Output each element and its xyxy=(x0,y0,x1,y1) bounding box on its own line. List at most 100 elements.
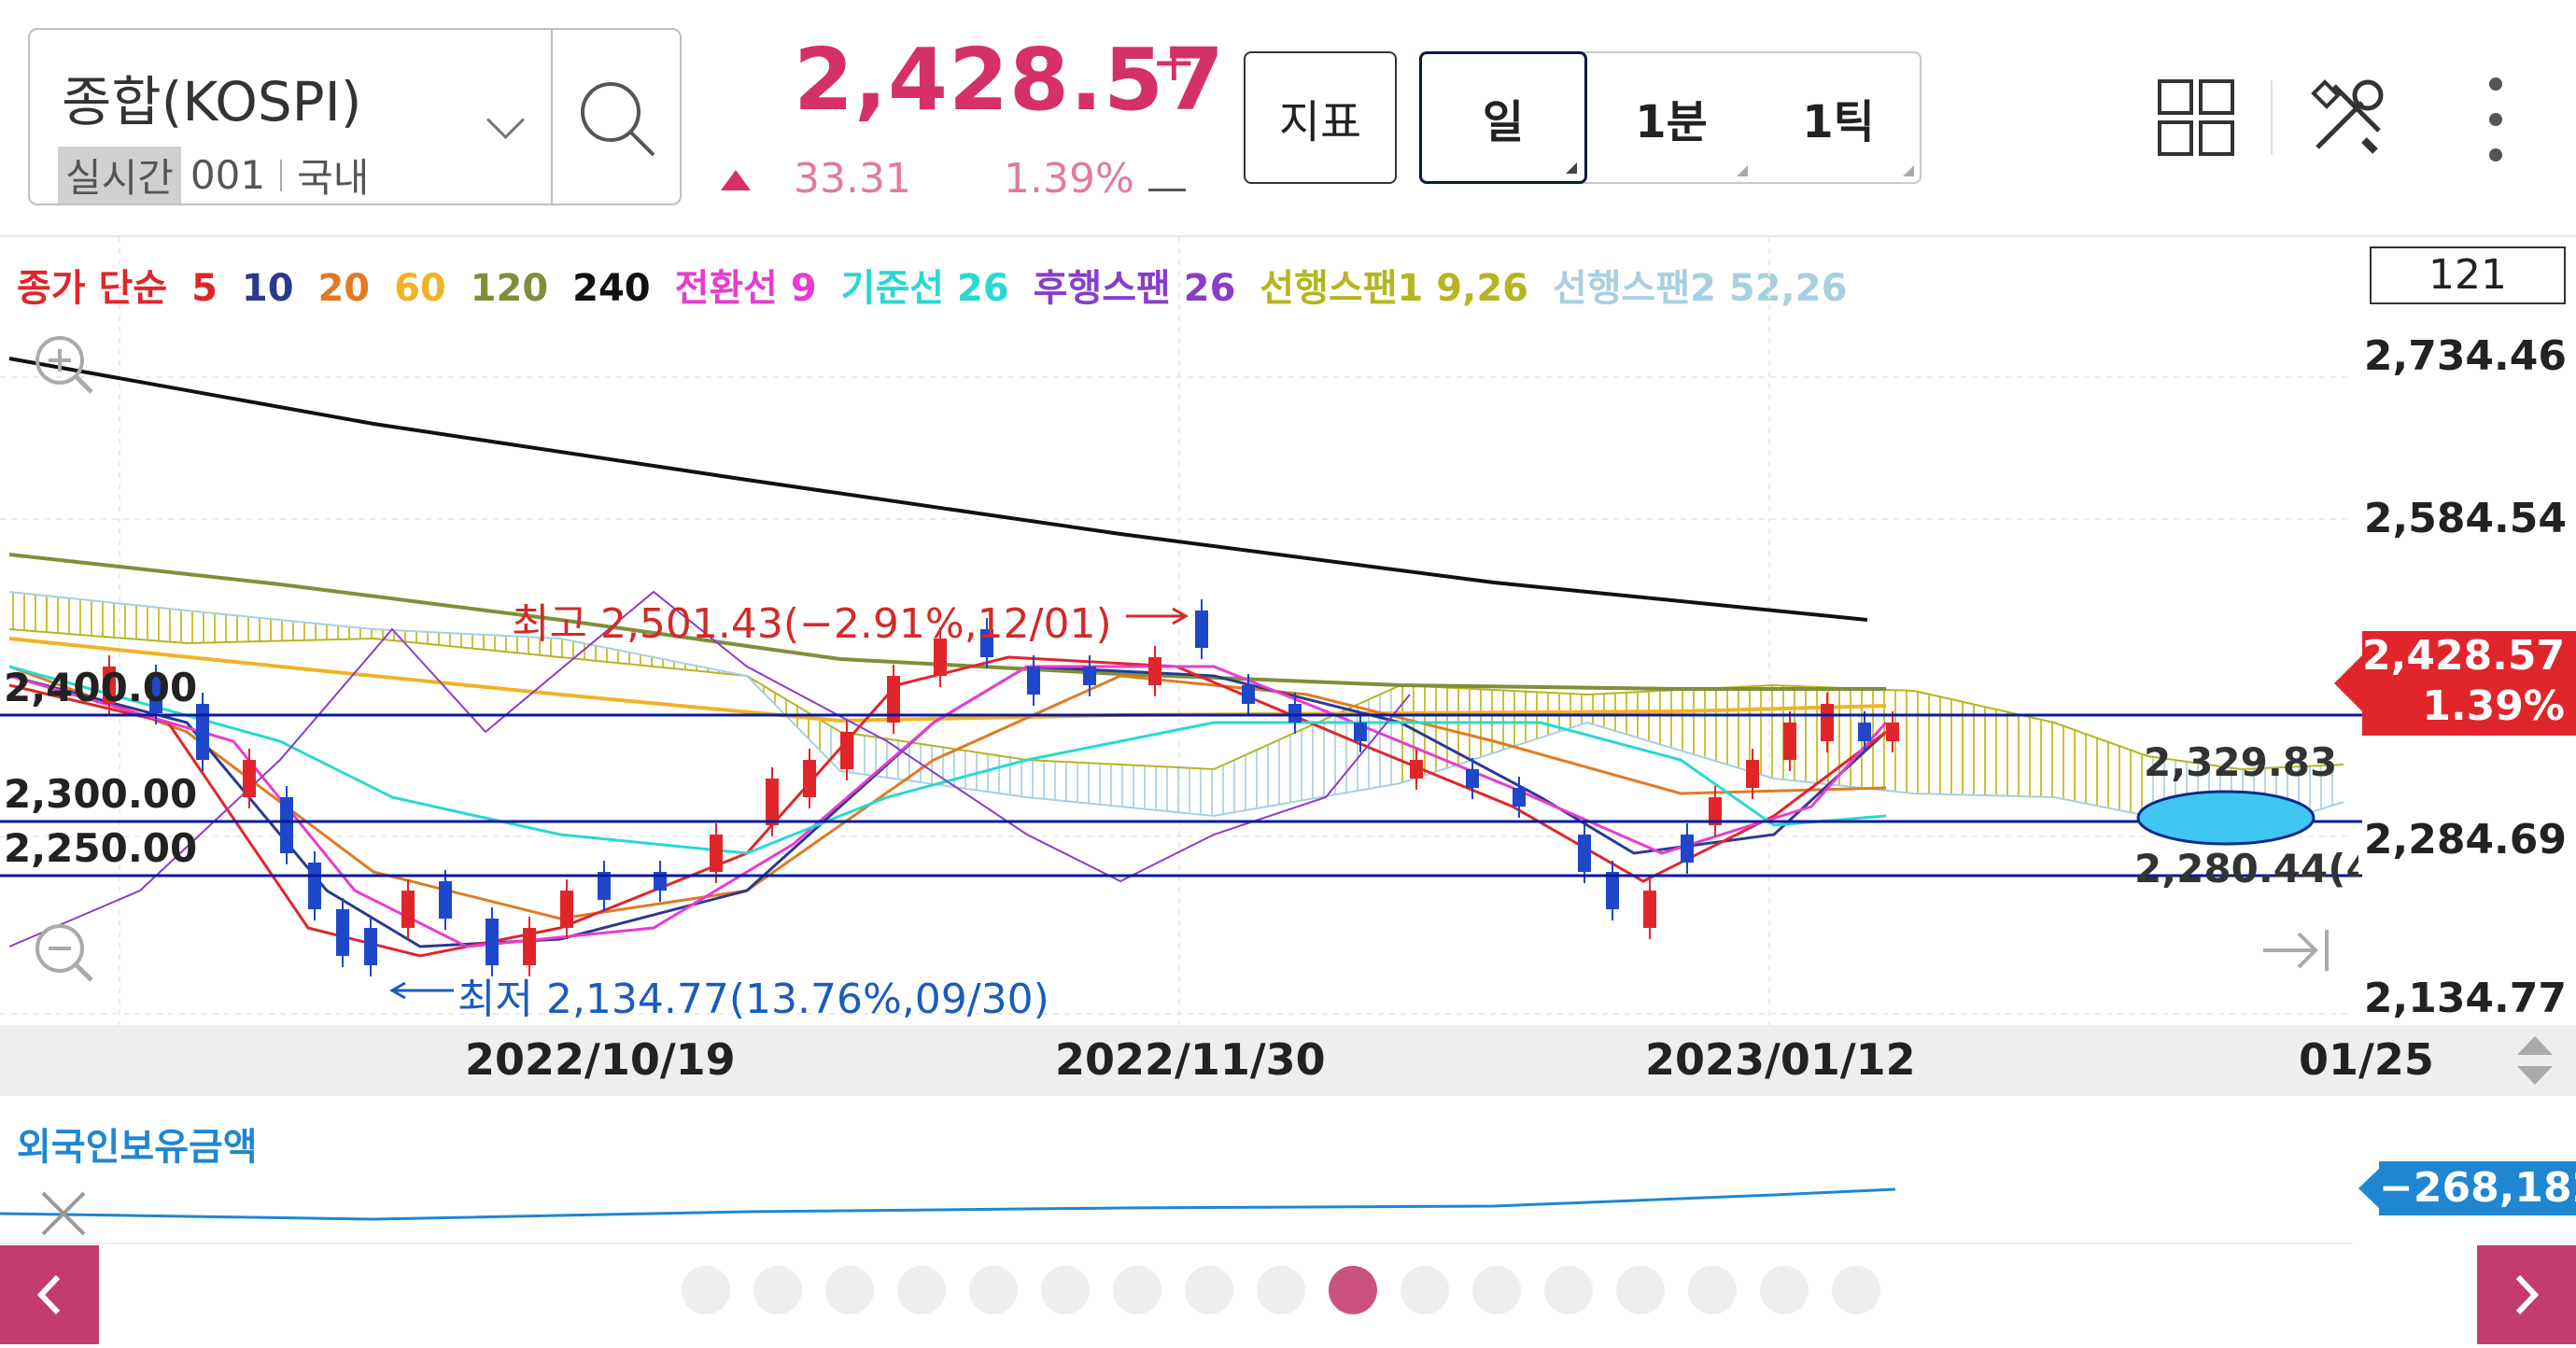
symbol-code: 001 xyxy=(190,152,266,198)
period-1tick-button[interactable]: 1틱 xyxy=(1755,51,1921,184)
page-indicator[interactable] xyxy=(682,1266,1880,1314)
period-1min-button[interactable]: 1분 xyxy=(1587,51,1755,184)
subchart[interactable] xyxy=(0,1158,2576,1245)
search-icon[interactable] xyxy=(553,30,683,204)
candle-body xyxy=(560,891,573,928)
x-axis-label: 2023/01/12 xyxy=(1645,1034,1916,1085)
page-dot[interactable] xyxy=(1760,1266,1809,1314)
close-icon[interactable] xyxy=(41,1191,86,1236)
candle-body xyxy=(980,629,993,657)
candle-body xyxy=(280,797,293,853)
prev-button[interactable] xyxy=(0,1245,99,1344)
legend-ma240: 240 xyxy=(572,267,651,310)
page-dot[interactable] xyxy=(682,1266,730,1314)
period-day-label: 일 xyxy=(1482,96,1525,148)
y-axis-label: 2,134.77 xyxy=(2363,975,2567,1022)
x-axis-label: 01/25 xyxy=(2299,1034,2434,1085)
candle-body xyxy=(766,779,779,825)
symbol-selector[interactable]: 종합(KOSPI) 실시간 001 국내 xyxy=(28,28,682,205)
candle-body xyxy=(887,676,900,723)
candle-body xyxy=(1606,872,1619,909)
price-chart[interactable] xyxy=(0,237,2576,1025)
candle-body xyxy=(401,891,415,928)
chevron-right-icon[interactable] xyxy=(2477,1245,2576,1344)
layout-grid-icon[interactable] xyxy=(2157,78,2235,157)
search-button[interactable] xyxy=(551,30,683,204)
more-vertical-icon[interactable] xyxy=(2482,75,2510,164)
page-dot[interactable] xyxy=(1472,1266,1521,1314)
page-dot[interactable] xyxy=(1832,1266,1880,1314)
page-dot[interactable] xyxy=(1544,1266,1593,1314)
next-button[interactable] xyxy=(2477,1245,2576,1344)
candle-body xyxy=(1288,704,1302,723)
candle-body xyxy=(1858,723,1871,741)
candle-body xyxy=(1513,788,1526,807)
indicator-legend[interactable]: 종가 단순 5 10 20 60 120 240 전환선 9 기준선 26 후행… xyxy=(17,258,1858,312)
period-1min-label: 1분 xyxy=(1635,96,1708,148)
candle-body xyxy=(1083,667,1096,685)
realtime-badge: 실시간 xyxy=(58,147,181,204)
candle-body xyxy=(1578,835,1591,872)
conversion-line xyxy=(8,665,1888,948)
leading-span2-line xyxy=(8,591,2344,836)
candle-body xyxy=(1027,667,1040,695)
view-count-box[interactable]: 121 xyxy=(2370,246,2566,304)
cloud-label-bottom: 2,280.44(49 xyxy=(2134,846,2358,892)
page-dot[interactable] xyxy=(1113,1266,1161,1314)
corner-triangle-icon xyxy=(1566,162,1577,174)
chevron-down-icon[interactable] xyxy=(486,100,526,140)
ma240-line xyxy=(8,357,1868,622)
zoom-in-icon[interactable] xyxy=(35,336,93,394)
page-dot[interactable] xyxy=(969,1266,1018,1314)
y-axis-label: 2,584.54 xyxy=(2363,495,2567,542)
high-annotation: 최고 2,501.43(−2.91%,12/01) xyxy=(512,600,1112,648)
tools-icon[interactable] xyxy=(2306,75,2390,159)
page-dot[interactable] xyxy=(1329,1266,1377,1314)
page-dot[interactable] xyxy=(1257,1266,1305,1314)
page-dot[interactable] xyxy=(1688,1266,1737,1314)
price-tag-value: 2,428.57 xyxy=(2362,632,2566,680)
legend-ma120: 120 xyxy=(470,267,549,310)
x-axis-label: 2022/10/19 xyxy=(465,1034,736,1085)
cloud-label-top: 2,329.83 xyxy=(2144,739,2338,785)
ma120-line xyxy=(8,553,1886,691)
page-dot[interactable] xyxy=(1616,1266,1665,1314)
divider xyxy=(0,235,2576,237)
corner-triangle-icon xyxy=(1903,165,1914,176)
period-1tick-label: 1틱 xyxy=(1802,96,1875,148)
page-dot[interactable] xyxy=(1041,1266,1090,1314)
zoom-out-icon[interactable] xyxy=(35,924,93,982)
candle-body xyxy=(1821,704,1834,741)
scroll-updown-icon[interactable] xyxy=(2512,1032,2558,1088)
candle-body xyxy=(1195,611,1208,648)
page-dot[interactable] xyxy=(897,1266,946,1314)
indicator-button[interactable]: 지표 xyxy=(1244,51,1397,184)
chevron-left-icon[interactable] xyxy=(0,1245,99,1344)
chart-header: 종합(KOSPI) 실시간 001 국내 2,428.57 + 33.31 1.… xyxy=(0,0,2576,235)
period-day-button[interactable]: 일 xyxy=(1419,51,1587,184)
dash-icon xyxy=(1148,189,1186,191)
current-price: 2,428.57 xyxy=(794,30,1225,130)
leading-span1-line xyxy=(8,628,2344,771)
page-dot[interactable] xyxy=(1401,1266,1449,1314)
candle-body xyxy=(1466,769,1479,788)
candle-body xyxy=(103,667,116,704)
symbol-name[interactable]: 종합(KOSPI) xyxy=(62,70,362,133)
candle-body xyxy=(710,835,723,872)
candle-body xyxy=(308,863,321,909)
price-change-pct: 1.39% xyxy=(1004,155,1134,203)
legend-base: 종가 단순 xyxy=(17,267,168,310)
candle-body xyxy=(364,928,377,965)
jump-to-latest-icon[interactable] xyxy=(2263,930,2329,971)
hline-label: 2,300.00 xyxy=(4,771,198,817)
candle-body xyxy=(1886,723,1899,741)
page-dot[interactable] xyxy=(753,1266,802,1314)
candle-body xyxy=(1681,835,1694,863)
candle-body xyxy=(523,928,536,965)
candle-body xyxy=(1783,723,1796,760)
high-arrow-head xyxy=(1172,607,1189,625)
candle-body xyxy=(1746,760,1759,788)
page-dot[interactable] xyxy=(1185,1266,1233,1314)
x-axis: 2022/10/19 2022/11/30 2023/01/12 01/25 xyxy=(0,1025,2576,1096)
page-dot[interactable] xyxy=(825,1266,874,1314)
